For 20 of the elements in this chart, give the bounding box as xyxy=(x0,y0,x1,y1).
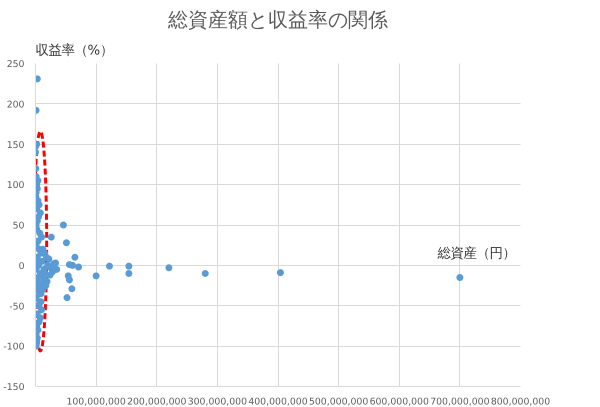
x-axis-title: 総資産（円） xyxy=(436,245,516,262)
y-tick-label: 100 xyxy=(6,180,25,192)
x-tick-label: 600,000,000 xyxy=(370,396,429,407)
x-tick-label: 800,000,000 xyxy=(490,396,550,407)
y-tick-label: 200 xyxy=(6,99,25,110)
y-tick-label: 250 xyxy=(6,59,25,70)
x-tick-label: 500,000,000 xyxy=(308,396,368,407)
chart-title: 総資産額と収益率の関係 xyxy=(167,8,388,32)
x-tick-label: 100,000,000 xyxy=(66,396,126,407)
x-tick-label: 700,000,000 xyxy=(430,396,490,407)
x-tick-label: 200,000,000 xyxy=(127,396,186,407)
y-tick-label: 50 xyxy=(12,220,25,232)
y-tick-label: 0 xyxy=(18,260,25,272)
y-tick-label: -50 xyxy=(9,301,25,312)
y-tick-label: -150 xyxy=(3,382,25,393)
x-tick-label: 300,000,000 xyxy=(188,396,248,407)
y-tick-label: 150 xyxy=(6,140,25,151)
y-tick-label: -100 xyxy=(3,342,25,353)
y-axis-title: 収益率（%） xyxy=(36,42,114,58)
x-tick-label: 400,000,000 xyxy=(248,396,308,407)
